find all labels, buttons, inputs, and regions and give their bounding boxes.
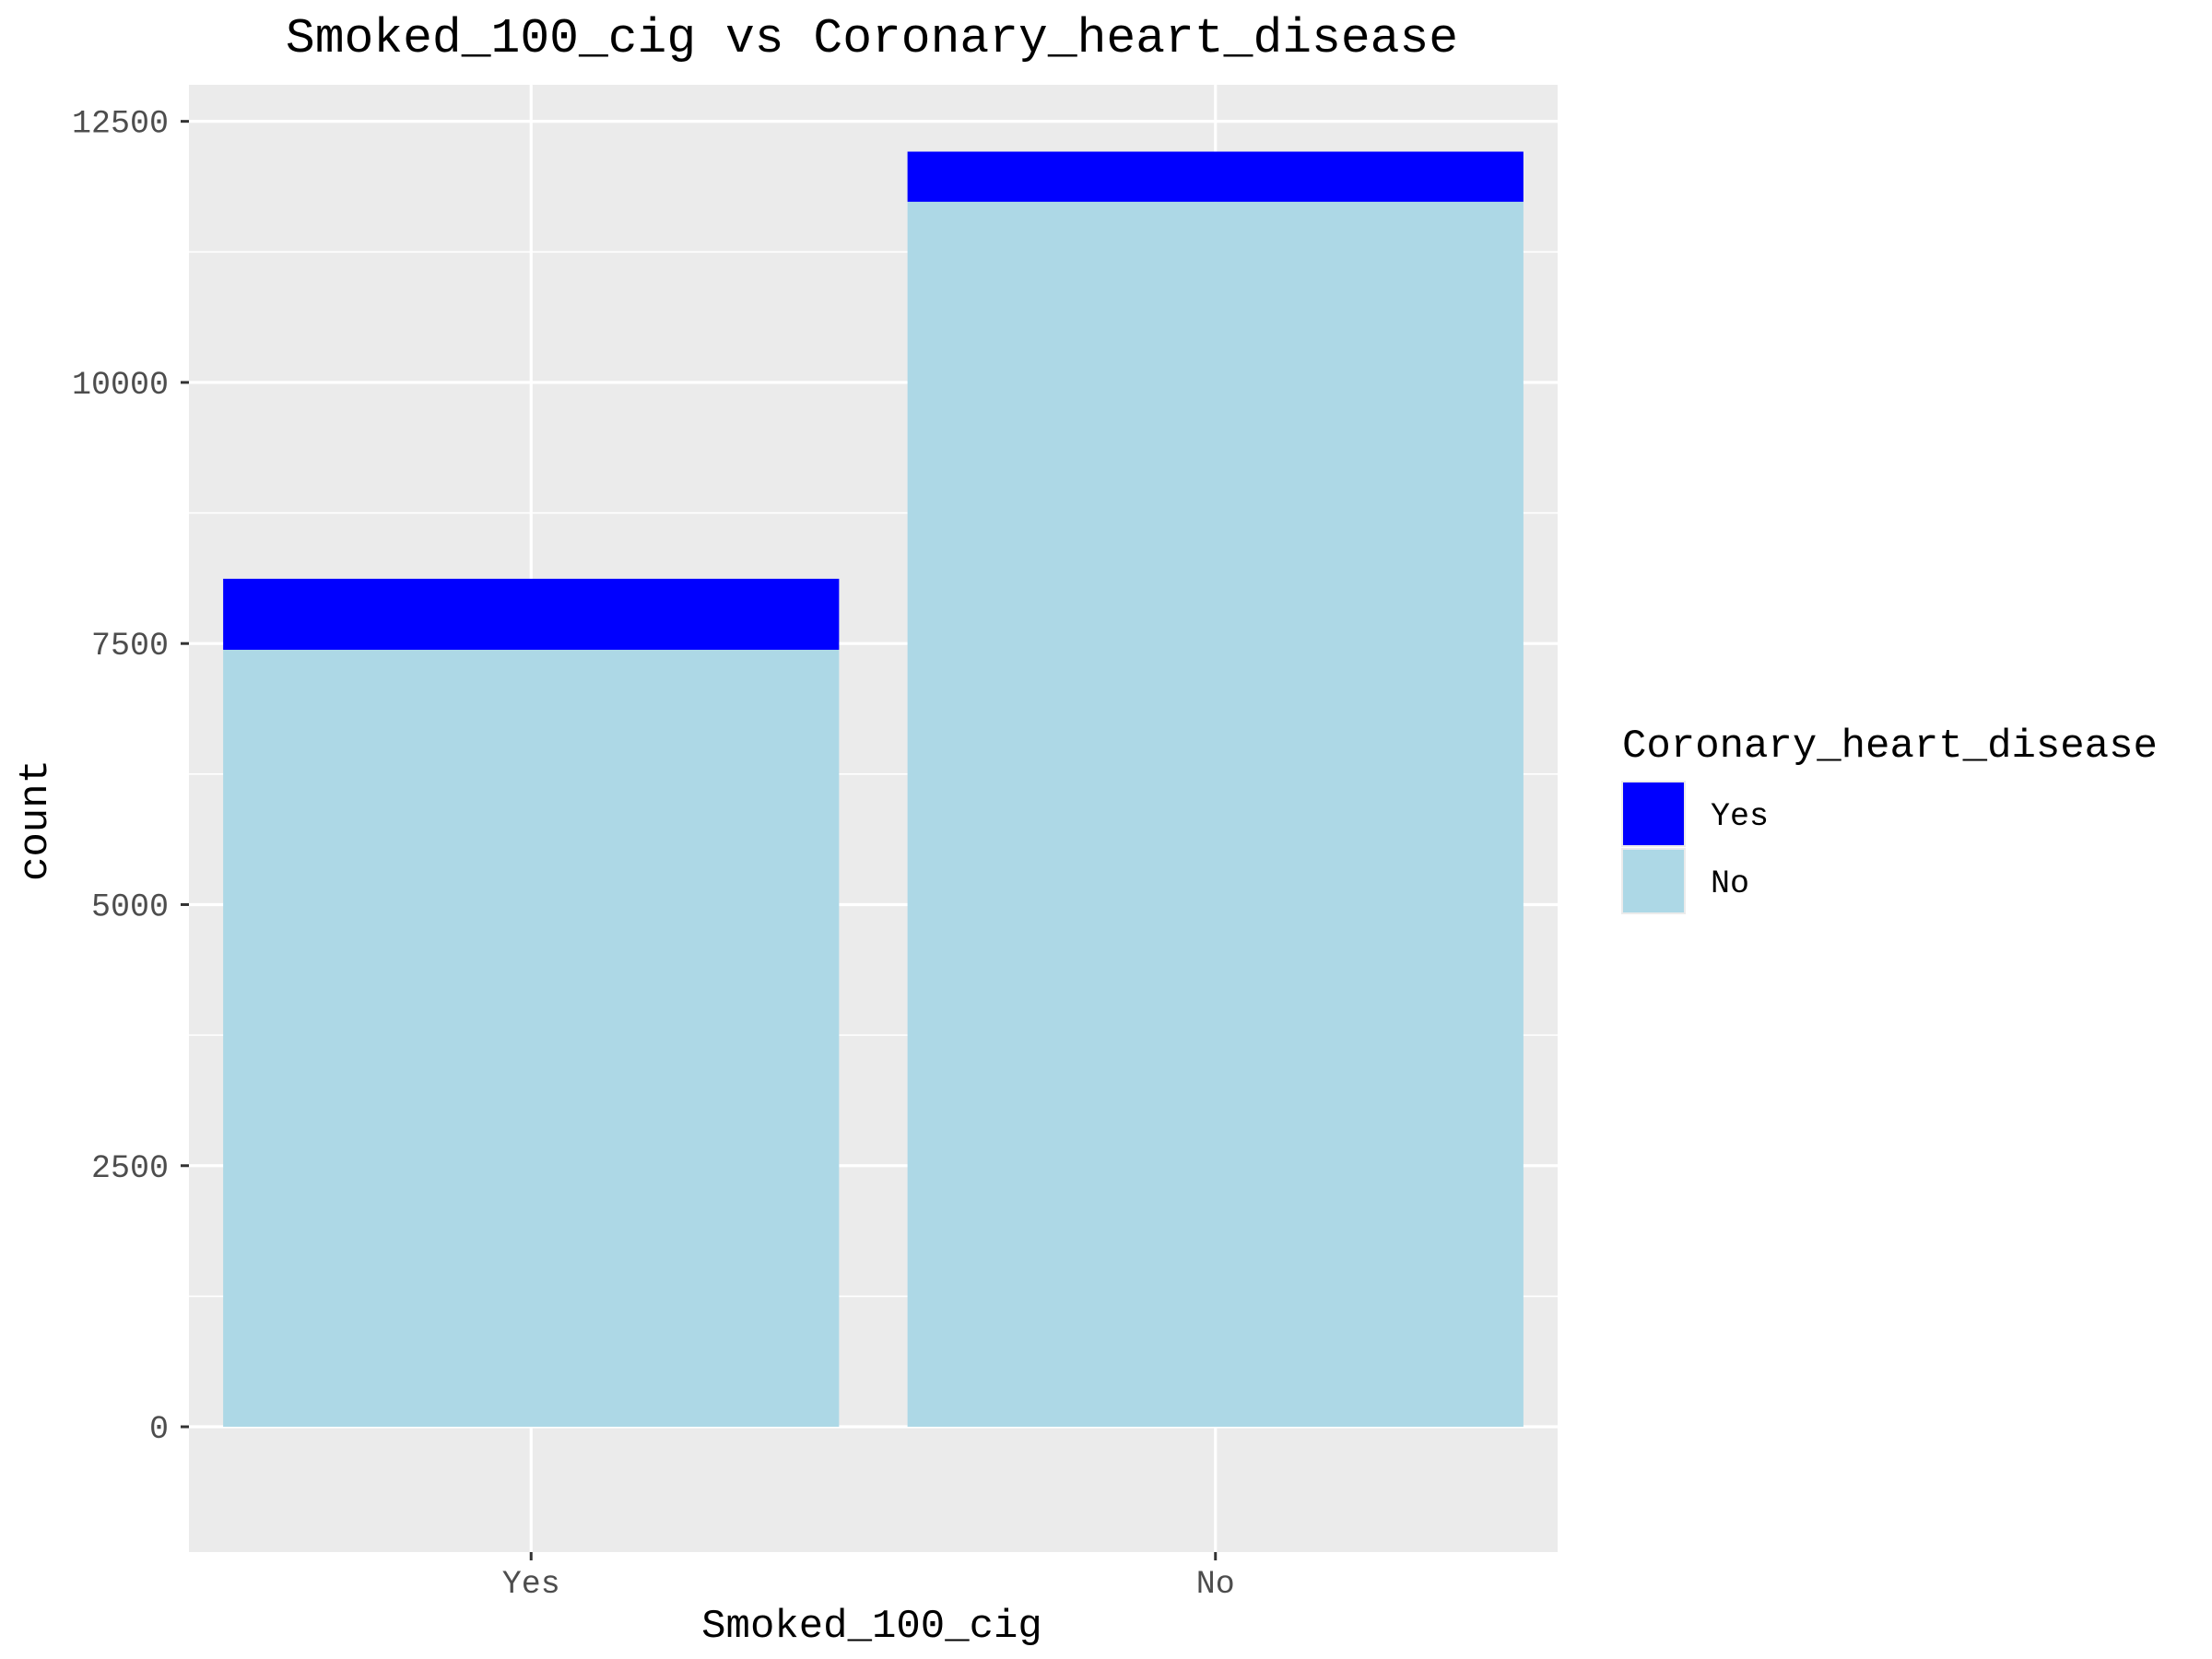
axes: 0 2500 5000 7500 10000 12500 Yes No (72, 106, 1235, 1603)
y-tick-label: 12500 (72, 106, 169, 143)
bar-yes-no (223, 650, 840, 1428)
x-tick-label: Yes (502, 1566, 560, 1603)
legend-title: Coronary_heart_disease (1622, 724, 2158, 770)
legend-key-yes (1621, 781, 1686, 847)
legend: Coronary_heart_disease Yes No (1621, 724, 2158, 914)
legend-label-no: No (1711, 865, 1749, 902)
bar-yes-yes (223, 578, 840, 651)
y-axis-label: count (13, 759, 59, 881)
legend-key-no (1621, 848, 1686, 914)
bars (223, 151, 1524, 1428)
y-tick-label: 7500 (91, 628, 169, 665)
y-tick-label: 10000 (72, 367, 169, 404)
y-tick-label: 0 (149, 1411, 169, 1448)
chart-title: Smoked_100_cig vs Coronary_heart_disease (286, 11, 1458, 66)
x-axis-label: Smoked_100_cig (701, 1604, 1042, 1650)
y-tick-label: 5000 (91, 888, 169, 925)
x-tick-label: No (1196, 1566, 1235, 1603)
bar-no-no (907, 201, 1524, 1428)
legend-entries: Yes No (1621, 781, 1769, 914)
bar-no-yes (907, 151, 1524, 202)
y-tick-label: 2500 (91, 1150, 169, 1187)
legend-label-yes: Yes (1711, 798, 1769, 835)
